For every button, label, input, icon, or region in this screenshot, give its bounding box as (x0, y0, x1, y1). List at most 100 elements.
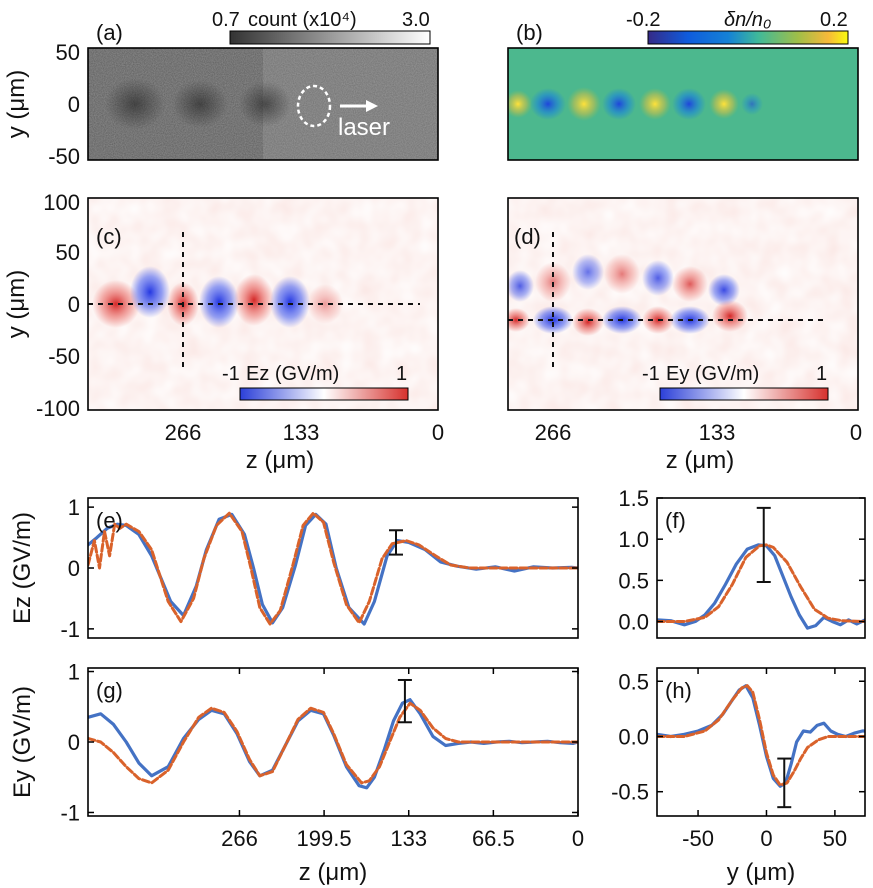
series-measured-line (657, 543, 865, 630)
xlabel-h: y (μm) (727, 859, 795, 886)
ytick-a-2: -50 (48, 144, 80, 169)
ytick-f-3: 0.0 (618, 610, 649, 635)
ytick-g-2: -1 (60, 800, 80, 825)
xtick-g-0: 266 (221, 826, 258, 851)
ytick-c-2: 0 (68, 292, 80, 317)
panel-label-d: (d) (514, 224, 541, 249)
panel-f-frame (656, 497, 866, 639)
ylabel-e: Ez (GV/m) (9, 512, 36, 624)
ytick-c-0: 100 (43, 190, 80, 215)
density-hole (239, 81, 291, 127)
panel-h: (h) 0.5 0.0 -0.5 -50 0 50 y (μm) (611, 667, 866, 886)
colorbar-d-min: -1 (642, 363, 660, 385)
xtick-d-1: 133 (699, 420, 736, 445)
panel-f: (f) 1.5 1.0 0.5 0.0 (618, 486, 866, 639)
panel-b-frame (507, 47, 859, 161)
xlabel-g: z (μm) (299, 859, 367, 886)
density-hole (105, 78, 165, 130)
colorbar-d-max: 1 (816, 363, 827, 385)
field-lobe (270, 276, 310, 328)
ylabel-g: Ey (GV/m) (9, 686, 36, 798)
ytick-c-1: 50 (56, 240, 80, 265)
xtick-h-0: -50 (682, 826, 714, 851)
colorbar-c-title: Ez (GV/m) (246, 363, 339, 385)
field-lobe (199, 276, 239, 328)
field-lobe (130, 266, 170, 318)
panel-c: (c) -1 Ez (GV/m) 1 100 50 0 -50 -100 y (… (3, 190, 444, 474)
panel-a: laser (a) 0.7 count (x10⁴) 3.0 50 0 -50 … (3, 9, 439, 169)
ytick-f-0: 1.5 (618, 486, 649, 511)
colorbar-a-max: 3.0 (402, 9, 430, 31)
panel-c-frame (87, 197, 439, 411)
ytick-f-2: 0.5 (618, 568, 649, 593)
panel-label-h: (h) (665, 678, 692, 703)
ytick-h-2: -0.5 (611, 780, 649, 805)
ytick-e-1: 0 (68, 556, 80, 581)
error-bar (389, 529, 403, 556)
colorbar-c-max: 1 (396, 363, 407, 385)
series-simulated-line (657, 684, 865, 787)
xtick-c-2: 0 (432, 420, 444, 445)
panel-b: (b) -0.2 δn/n₀ 0.2 (507, 9, 859, 161)
ytick-c-3: -50 (48, 344, 80, 369)
colorbar-d-title: Ey (GV/m) (666, 363, 759, 385)
ytick-f-1: 1.0 (618, 527, 649, 552)
colorbar-b-min: -0.2 (626, 9, 660, 31)
colorbar-b-max: 0.2 (820, 9, 848, 31)
colorbar-c (239, 387, 409, 401)
panel-label-e: (e) (96, 508, 123, 533)
series-simulated-line (88, 511, 578, 626)
panel-d: (d) -1 Ey (GV/m) 1 266 133 0 z (μm) (507, 197, 862, 474)
ylabel-c: y (μm) (3, 270, 30, 338)
xtick-g-4: 0 (572, 826, 584, 851)
ytick-a-1: 0 (68, 92, 80, 117)
ytick-h-1: 0.0 (618, 724, 649, 749)
xtick-h-2: 50 (823, 826, 847, 851)
xtick-c-1: 133 (283, 420, 320, 445)
laser-spot-circle (296, 84, 332, 128)
xtick-c-0: 266 (165, 420, 202, 445)
colorbar-c-min: -1 (222, 363, 240, 385)
colorbar-a (229, 30, 431, 45)
ytick-e-0: 1 (68, 495, 80, 520)
ylabel-a: y (μm) (3, 70, 30, 138)
panel-label-c: (c) (96, 224, 122, 249)
xlabel-d: z (μm) (666, 447, 734, 474)
error-bar (397, 678, 412, 724)
laser-label: laser (338, 114, 390, 141)
xtick-d-0: 266 (535, 420, 572, 445)
panel-label-g: (g) (96, 678, 123, 703)
ytick-e-2: -1 (60, 617, 80, 642)
xtick-g-1: 199.5 (297, 826, 352, 851)
xtick-g-2: 133 (390, 826, 427, 851)
series-simulated-line (657, 543, 865, 623)
panel-label-f: (f) (665, 508, 686, 533)
colorbar-b-title: δn/n₀ (724, 9, 771, 31)
panel-e: (e) 1 0 -1 Ez (GV/m) (9, 495, 579, 642)
ytick-g-1: 0 (68, 730, 80, 755)
xtick-h-1: 0 (760, 826, 772, 851)
xtick-g-3: 66.5 (472, 826, 515, 851)
ytick-c-4: -100 (36, 396, 80, 421)
series-simulated-line (88, 701, 578, 785)
ytick-a-0: 50 (56, 40, 80, 65)
xlabel-c: z (μm) (246, 447, 314, 474)
panel-g: (g) 1 0 -1 266 199.5 133 66.5 0 Ey (GV/m) z (μm) (9, 660, 584, 886)
colorbar-a-min: 0.7 (212, 9, 240, 31)
field-lobe (92, 280, 140, 328)
ytick-g-0: 1 (68, 660, 80, 685)
panel-d-frame (507, 197, 859, 411)
colorbar-d (659, 387, 829, 401)
panel-a-frame (87, 47, 439, 161)
ytick-h-0: 0.5 (618, 669, 649, 694)
xtick-d-2: 0 (850, 420, 862, 445)
field-lobe (234, 274, 274, 326)
panel-label-a: (a) (96, 20, 123, 45)
field-lobe (307, 284, 343, 324)
panel-label-b: (b) (516, 20, 543, 45)
error-bar (777, 757, 792, 809)
error-bar (756, 506, 771, 583)
density-hole (172, 80, 228, 128)
laser-arrow-head (366, 100, 378, 112)
